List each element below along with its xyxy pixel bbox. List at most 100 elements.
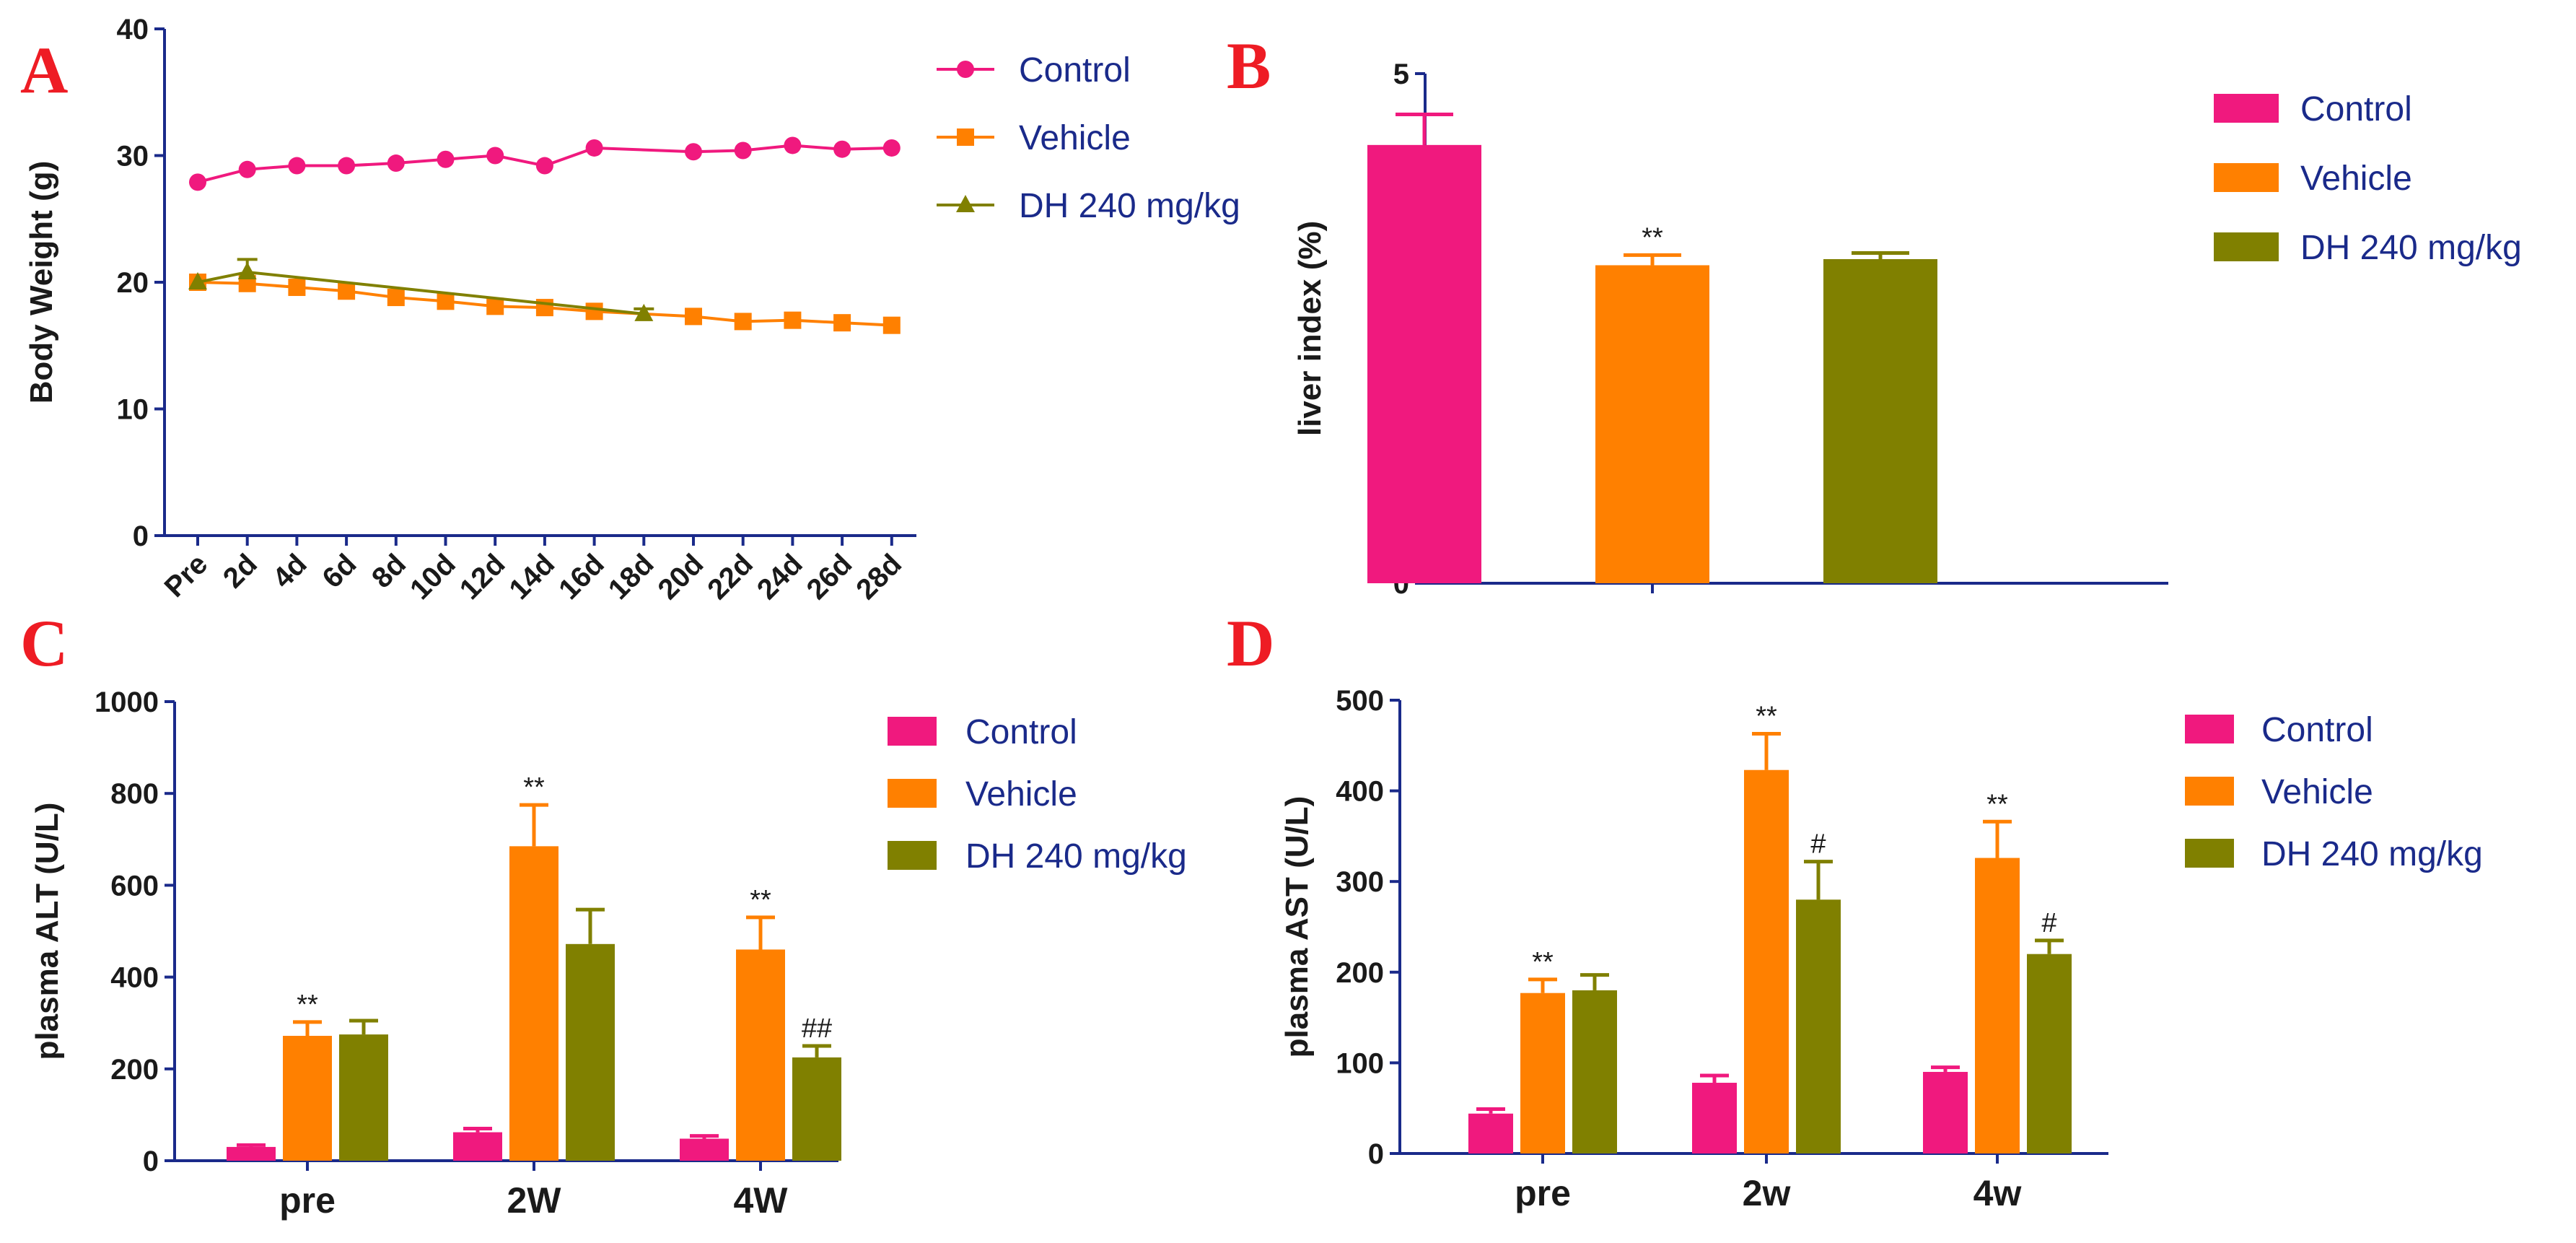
panel-d-significance-mark: **: [1986, 789, 2008, 819]
panel-b-legend-control-swatch: [2214, 94, 2279, 123]
panel-a-point-vehicle: [338, 282, 356, 300]
panel-a-point-control: [288, 157, 306, 175]
panel-d-category-label: 4w: [1973, 1173, 2022, 1213]
panel-letter-b: B: [1227, 29, 1271, 103]
panel-a-y-tick-label: 30: [117, 141, 149, 173]
panel-c-legend-control-swatch: [888, 717, 937, 746]
panel-c-legend-dh-240-mg-kg-swatch: [888, 841, 937, 870]
panel-d-y-tick-label: 300: [1336, 866, 1384, 898]
panel-c-bar-dh-240-mg-kg: [792, 1057, 841, 1161]
panel-a-x-tick-label: 12d: [454, 548, 512, 606]
panel-d-bar-dh-240-mg-kg: [2027, 954, 2072, 1153]
panel-letter-d: D: [1227, 606, 1274, 680]
panel-d-bar-control: [1692, 1083, 1737, 1153]
panel-c-y-axis-label: plasma ALT (U/L): [30, 803, 65, 1060]
panel-d-y-tick-label: 100: [1336, 1047, 1384, 1079]
panel-d-bar-control: [1923, 1071, 1968, 1153]
panel-d-category-label: 2w: [1743, 1173, 1791, 1213]
panel-a-point-vehicle: [882, 316, 901, 334]
panel-a-point-control: [585, 139, 603, 157]
panel-b-legend-dh-240-mg-kg-swatch: [2214, 232, 2279, 261]
panel-a-legend-dh-240-mg-kg-label: DH 240 mg/kg: [1019, 187, 1240, 225]
panel-d-significance-mark: #: [2041, 908, 2056, 938]
panel-c-y-tick-label: 0: [143, 1146, 159, 1177]
panel-letter-c: C: [20, 606, 68, 680]
panel-letter-a: A: [20, 33, 68, 107]
panel-b-y-axis-label: liver index (%): [1292, 221, 1328, 436]
panel-a-point-vehicle: [288, 279, 306, 297]
panel-c-bar-vehicle: [283, 1036, 332, 1161]
panel-c-y-tick-label: 600: [110, 870, 159, 902]
panel-a-point-control: [734, 141, 752, 160]
panel-a-y-tick-label: 20: [117, 267, 149, 299]
panel-a-y-axis-label: Body Weight (g): [24, 161, 59, 404]
panel-a-point-control: [882, 139, 901, 157]
panel-d-legend-dh-240-mg-kg-swatch: [2185, 839, 2234, 868]
panel-c-bar-control: [453, 1132, 502, 1161]
panel-c-significance-mark: **: [523, 772, 545, 803]
panel-c-chart: 0 200 400 600 800 1000 plasma ALT (U/L) pre ** 2W…: [30, 686, 1187, 1221]
panel-a-point-control: [486, 147, 504, 165]
panel-a-x-tick-label: 26d: [801, 548, 859, 606]
panel-d-significance-mark: #: [1810, 829, 1826, 860]
panel-d-legend-vehicle-swatch: [2185, 777, 2234, 806]
panel-a-x-tick-label: 14d: [503, 548, 561, 606]
panel-a-point-vehicle: [784, 311, 802, 329]
panel-b-legend-control-label: Control: [2300, 90, 2412, 128]
panel-a-legend-control-marker: [957, 61, 974, 78]
panel-a-x-tick-label: 20d: [652, 548, 710, 606]
panel-d-y-axis-label: plasma AST (U/L): [1279, 796, 1315, 1058]
panel-b-y-tick-label: 5: [1393, 58, 1409, 90]
panel-a-point-control: [535, 157, 553, 175]
panel-a-point-dh-240-mg-kg: [237, 261, 257, 279]
panel-a-x-tick-label: 6d: [316, 548, 362, 594]
panel-a-x-tick-label: 10d: [404, 548, 462, 606]
panel-a-y-tick-label: 0: [133, 520, 149, 552]
panel-a-x-tick-label: Pre: [159, 548, 214, 603]
panel-a-point-control: [338, 157, 356, 175]
panel-a-x-tick-label: 18d: [603, 548, 660, 606]
panel-a-point-control: [833, 140, 851, 158]
panel-a-x-tick-label: 22d: [701, 548, 759, 606]
panel-a-point-vehicle: [585, 302, 603, 320]
panel-d-legend-control-label: Control: [2261, 711, 2373, 749]
panel-d-y-tick-label: 0: [1368, 1138, 1384, 1170]
panel-b-bar-control: [1367, 144, 1481, 584]
panel-a-x-tick-label: 28d: [850, 548, 908, 606]
panel-d-y-tick-label: 400: [1336, 776, 1384, 808]
panel-d-bar-dh-240-mg-kg: [1572, 990, 1617, 1153]
panel-a-x-tick-label: 24d: [751, 548, 809, 606]
panel-c-legend-vehicle-swatch: [888, 779, 937, 808]
panel-b-bar-dh-240-mg-kg: [1823, 258, 1937, 583]
panel-d-y-tick-label: 200: [1336, 957, 1384, 989]
panel-a-y-tick-label: 10: [117, 394, 149, 426]
panel-c-bar-vehicle: [736, 949, 785, 1161]
panel-c-significance-mark: **: [750, 885, 771, 915]
panel-c-category-label: pre: [279, 1180, 336, 1221]
panel-c-legend-control-label: Control: [965, 713, 1077, 751]
panel-b-chart: 012345liver index (%)**ControlVehicleDH …: [1292, 58, 2522, 600]
panel-c-bar-dh-240-mg-kg: [339, 1034, 388, 1161]
panel-b-significance-mark: **: [1642, 222, 1663, 253]
panel-a-legend-vehicle-marker: [957, 128, 974, 146]
panel-a-chart: 0 10 20 30 40 Body Weight (g) Pre 2d 4d 6d 8d10d12…: [24, 14, 1240, 606]
panel-d-legend-vehicle-label: Vehicle: [2261, 773, 2373, 811]
panel-c-y-tick-label: 400: [110, 962, 159, 994]
panel-c-y-tick-label: 800: [110, 778, 159, 810]
panel-a-legend-control-label: Control: [1019, 51, 1131, 90]
panel-a-point-vehicle: [486, 297, 504, 315]
panel-a-point-vehicle: [437, 292, 455, 310]
panel-c-bar-dh-240-mg-kg: [566, 943, 615, 1161]
panel-a-legend-dh-240-mg-kg-marker: [956, 195, 975, 212]
panel-a-point-control: [238, 160, 256, 178]
panel-d-chart: 0 100 200 300 400 500 plasma AST (U/L) pre ** 2w *…: [1279, 685, 2483, 1213]
panel-b-bar-vehicle: [1595, 265, 1709, 583]
panel-c-significance-mark: ##: [802, 1013, 832, 1044]
panel-a-point-dh-240-mg-kg: [634, 303, 654, 321]
panel-a-point-vehicle: [734, 313, 752, 331]
panel-d-y-tick-label: 500: [1336, 685, 1384, 717]
panel-d-bar-dh-240-mg-kg: [1796, 899, 1841, 1153]
panel-b-legend-vehicle-swatch: [2214, 163, 2279, 192]
panel-c-y-tick-label: 1000: [95, 686, 159, 718]
panel-c-legend-dh-240-mg-kg-label: DH 240 mg/kg: [965, 837, 1187, 876]
